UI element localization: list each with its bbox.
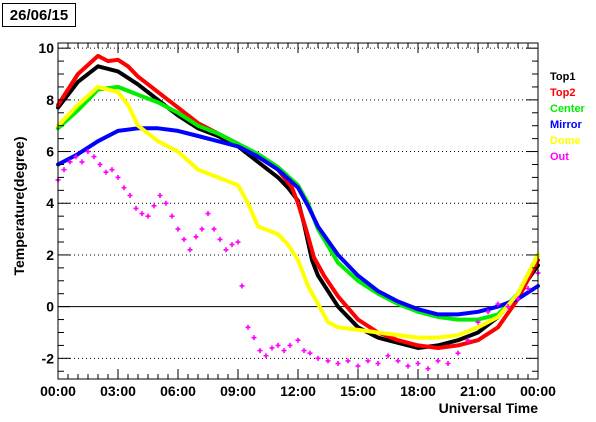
data-point — [345, 358, 351, 364]
data-point — [475, 319, 481, 325]
x-tick-label: 21:00 — [460, 383, 496, 399]
legend-item-dome: Dome — [550, 135, 581, 147]
data-point — [145, 213, 151, 219]
y-tick-labels: -2 0 2 4 6 8 10 — [38, 40, 54, 366]
x-tick-labels: 00:00 03:00 06:00 09:00 12:00 15:00 18:00 21:00… — [40, 383, 556, 399]
data-point — [295, 337, 301, 343]
y-tick-label: 2 — [46, 247, 54, 263]
data-point — [157, 192, 163, 198]
data-point — [85, 149, 91, 155]
data-point — [355, 363, 361, 369]
data-point — [375, 360, 381, 366]
x-tick-label: 18:00 — [400, 383, 436, 399]
x-tick-label: 06:00 — [160, 383, 196, 399]
date-label: 26/06/15 — [2, 3, 76, 27]
series-mirror — [56, 126, 540, 317]
data-point — [287, 342, 293, 348]
data-point — [121, 185, 127, 191]
data-point — [229, 242, 235, 248]
data-point — [395, 358, 401, 364]
data-point — [163, 200, 169, 206]
data-point — [181, 236, 187, 242]
y-tick-label: 4 — [46, 195, 54, 211]
data-point — [127, 192, 133, 198]
data-point — [425, 366, 431, 372]
series-top2 — [56, 53, 540, 350]
data-point — [73, 154, 79, 160]
legend: Top1 Top2 Center Mirror Dome Out — [550, 71, 586, 163]
x-tick-label: 09:00 — [220, 383, 256, 399]
data-point — [365, 358, 371, 364]
data-point — [415, 360, 421, 366]
x-tick-label: 00:00 — [40, 383, 76, 399]
data-point — [175, 226, 181, 232]
data-point — [525, 286, 531, 292]
y-tick-label: 8 — [46, 92, 54, 108]
data-point — [115, 174, 121, 180]
data-point — [515, 296, 521, 302]
data-point — [269, 345, 275, 351]
data-point — [223, 247, 229, 253]
data-point — [109, 167, 115, 173]
data-point — [275, 342, 281, 348]
data-point — [199, 226, 205, 232]
legend-item-top2: Top2 — [550, 87, 575, 99]
data-point — [263, 353, 269, 359]
data-point — [445, 360, 451, 366]
x-tick-label: 03:00 — [100, 383, 136, 399]
data-point — [205, 211, 211, 217]
x-tick-label: 15:00 — [340, 383, 376, 399]
data-point — [257, 348, 263, 354]
data-point — [505, 304, 511, 310]
series-dome — [56, 84, 540, 340]
data-point — [79, 159, 85, 165]
data-point — [315, 355, 321, 361]
data-point — [91, 154, 97, 160]
y-tick-label: 0 — [46, 299, 54, 315]
x-tick-label: 12:00 — [280, 383, 316, 399]
data-point — [335, 360, 341, 366]
data-point — [435, 358, 441, 364]
data-point — [235, 239, 241, 245]
y-tick-label: 10 — [38, 40, 54, 56]
data-point — [61, 167, 67, 173]
data-point — [385, 353, 391, 359]
data-point — [67, 159, 73, 165]
data-point — [245, 324, 251, 330]
legend-item-mirror: Mirror — [550, 119, 583, 131]
data-point — [405, 363, 411, 369]
data-point — [97, 161, 103, 167]
data-point — [169, 213, 175, 219]
legend-item-out: Out — [550, 151, 569, 163]
data-point — [133, 205, 139, 211]
series-out — [55, 149, 541, 372]
data-point — [103, 169, 109, 175]
data-point — [187, 247, 193, 253]
data-point — [495, 301, 501, 307]
data-point — [325, 358, 331, 364]
series-layer — [55, 53, 541, 372]
data-point — [217, 236, 223, 242]
data-point — [485, 309, 491, 315]
data-point — [251, 335, 257, 341]
legend-item-top1: Top1 — [550, 71, 575, 83]
legend-item-center: Center — [550, 103, 586, 115]
data-point — [465, 337, 471, 343]
data-point — [193, 234, 199, 240]
y-tick-label: 6 — [46, 144, 54, 160]
data-point — [139, 211, 145, 217]
data-point — [239, 283, 245, 289]
data-point — [307, 350, 313, 356]
data-point — [455, 350, 461, 356]
data-point — [211, 226, 217, 232]
y-axis-title: Temperature(degree) — [11, 136, 27, 275]
y-tick-label: -2 — [42, 350, 55, 366]
data-point — [281, 348, 287, 354]
data-point — [151, 203, 157, 209]
x-tick-label: 00:00 — [520, 383, 556, 399]
axis-ticks — [57, 43, 539, 379]
data-point — [301, 348, 307, 354]
x-axis-title: Universal Time — [439, 400, 539, 416]
